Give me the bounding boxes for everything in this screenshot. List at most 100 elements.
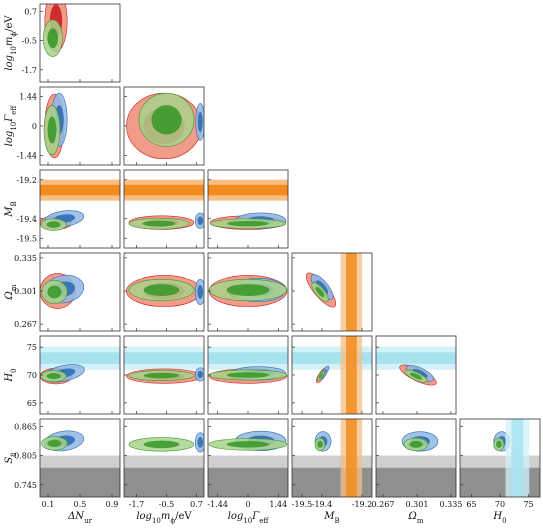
y-tick-label: 0.865 xyxy=(14,422,37,431)
prior-band-inner xyxy=(124,352,204,364)
x-tick-label: 0.7 xyxy=(190,500,203,509)
x-tick-label: 0.335 xyxy=(440,500,463,509)
panel-frame xyxy=(123,252,205,332)
panel-mphi-Om xyxy=(126,275,204,307)
x-axis-label-H0: H0 xyxy=(492,511,506,525)
y-tick-label: 0.335 xyxy=(14,254,37,263)
panel-gamma-Om xyxy=(208,275,288,307)
contour-1sigma xyxy=(197,370,203,379)
panel-gamma-S8 xyxy=(208,430,288,497)
x-tick-label: 0.5 xyxy=(74,500,87,509)
prior-band-inner xyxy=(208,184,288,196)
contour-1sigma xyxy=(197,111,203,133)
panel-mphi-MB xyxy=(124,179,204,230)
panel-Om-S8 xyxy=(376,431,456,497)
contour-1sigma xyxy=(496,440,502,448)
panel-MB-S8 xyxy=(292,419,372,497)
prior-band-inner xyxy=(208,352,288,364)
x-tick-label: 75 xyxy=(523,500,533,509)
contour-1sigma xyxy=(409,440,423,448)
y-tick-label: 0 xyxy=(32,122,37,131)
x-tick-label: -19.2 xyxy=(352,500,373,509)
panel-dNur-S8 xyxy=(40,430,120,497)
x-tick-label: -0.5 xyxy=(159,500,174,509)
x-tick-label: 0.267 xyxy=(372,500,395,509)
contour-1sigma xyxy=(317,440,323,448)
y-tick-label: 70 xyxy=(27,371,37,380)
prior-band-inner xyxy=(40,184,120,196)
y-tick-label: -1.7 xyxy=(22,66,37,75)
contour-1sigma xyxy=(226,284,270,296)
x-tick-label: 70 xyxy=(495,500,505,509)
x-axis-label-mphi: log10mϕ/eV xyxy=(136,511,192,525)
x-tick-label: 0.9 xyxy=(106,500,119,509)
prior-band-inner xyxy=(346,336,357,414)
x-tick-label: 0 xyxy=(245,500,250,509)
x-axis-label-Om: Ωm xyxy=(408,511,424,525)
panel-MB-H0 xyxy=(292,336,372,414)
y-tick-label: -0.5 xyxy=(22,37,37,46)
contour-1sigma xyxy=(227,220,269,227)
panel-mphi-S8 xyxy=(124,432,204,497)
y-tick-label: 75 xyxy=(27,343,37,352)
prior-band-inner xyxy=(40,467,120,497)
x-tick-label: -1.7 xyxy=(129,500,144,509)
y-tick-label: -19.5 xyxy=(16,234,37,243)
contour-1sigma xyxy=(47,116,57,144)
prior-band-inner xyxy=(346,253,357,331)
y-tick-label: 0.267 xyxy=(14,320,37,329)
prior-band-inner xyxy=(292,352,372,364)
y-tick-label: -1.44 xyxy=(16,152,37,161)
x-tick-label: -19.4 xyxy=(312,500,333,509)
panel-frame xyxy=(123,418,205,498)
contour-1sigma xyxy=(47,28,59,49)
x-tick-label: -19.5 xyxy=(292,500,313,509)
contour-1sigma xyxy=(226,372,270,378)
y-axis-label-gamma: log10Γeff xyxy=(4,105,18,147)
panel-frame xyxy=(123,169,205,249)
x-tick-label: 65 xyxy=(466,500,476,509)
contour-1sigma xyxy=(197,437,203,448)
contour-1sigma xyxy=(409,372,423,380)
y-tick-label: 0.745 xyxy=(14,481,37,490)
x-tick-label: 0.301 xyxy=(406,500,429,509)
prior-band-inner xyxy=(376,352,456,364)
panel-gamma-MB xyxy=(208,179,288,230)
y-tick-label: 0.301 xyxy=(14,287,37,296)
prior-band-inner xyxy=(124,467,204,497)
panel-dNur-gamma xyxy=(43,92,68,159)
contour-1sigma xyxy=(197,285,203,299)
contour-1sigma xyxy=(226,441,270,448)
panel-dNur-mphi xyxy=(42,4,68,57)
x-tick-label: -1.44 xyxy=(207,500,228,509)
y-tick-label: -19.2 xyxy=(16,176,37,185)
contour-1sigma xyxy=(142,220,176,227)
contour-1sigma xyxy=(315,280,329,295)
contour-1sigma xyxy=(143,284,180,296)
contour-1sigma xyxy=(47,285,62,299)
panel-MB-Om xyxy=(305,253,363,331)
contour-1sigma xyxy=(46,373,61,380)
contour-1sigma xyxy=(197,216,203,225)
y-axis-label-S8: S8 xyxy=(4,452,18,463)
x-tick-label: 1.44 xyxy=(269,500,287,509)
y-axis-label-Om: Ωm xyxy=(4,284,18,300)
contour-1sigma xyxy=(143,440,180,449)
y-tick-label: 65 xyxy=(27,399,37,408)
x-axis-label-dNur: ΔNur xyxy=(67,511,92,525)
contour-1sigma xyxy=(151,105,182,135)
y-tick-label: -19.4 xyxy=(16,215,37,224)
panel-H0-S8 xyxy=(460,419,540,497)
prior-band-inner xyxy=(346,419,357,497)
panel-frame xyxy=(291,252,373,332)
panel-frame xyxy=(291,418,373,498)
y-tick-label: 1.44 xyxy=(19,92,37,101)
y-axis-label-mphi: log10mϕ/eV xyxy=(4,15,18,71)
y-axis-label-MB: MB xyxy=(4,201,18,217)
x-tick-label: 0.1 xyxy=(42,500,55,509)
prior-band-inner xyxy=(376,467,456,497)
panel-dNur-Om xyxy=(40,273,85,309)
prior-band-inner xyxy=(511,419,524,497)
prior-band-inner xyxy=(40,352,120,364)
